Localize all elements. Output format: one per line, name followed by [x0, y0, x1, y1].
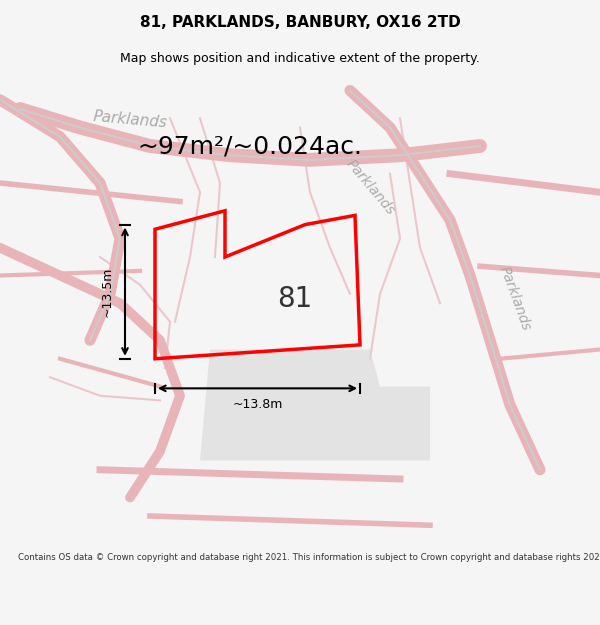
- Text: Parklands: Parklands: [497, 264, 533, 333]
- Text: 81, PARKLANDS, BANBURY, OX16 2TD: 81, PARKLANDS, BANBURY, OX16 2TD: [140, 15, 460, 30]
- Polygon shape: [200, 349, 430, 461]
- Text: ~97m²/~0.024ac.: ~97m²/~0.024ac.: [137, 134, 362, 158]
- Text: ~13.8m: ~13.8m: [232, 399, 283, 411]
- Text: Map shows position and indicative extent of the property.: Map shows position and indicative extent…: [120, 52, 480, 65]
- Text: Parklands: Parklands: [343, 157, 397, 218]
- Text: 81: 81: [277, 284, 313, 312]
- Text: Parklands: Parklands: [92, 109, 168, 131]
- Text: ~13.5m: ~13.5m: [101, 266, 113, 317]
- Text: Contains OS data © Crown copyright and database right 2021. This information is : Contains OS data © Crown copyright and d…: [18, 554, 600, 562]
